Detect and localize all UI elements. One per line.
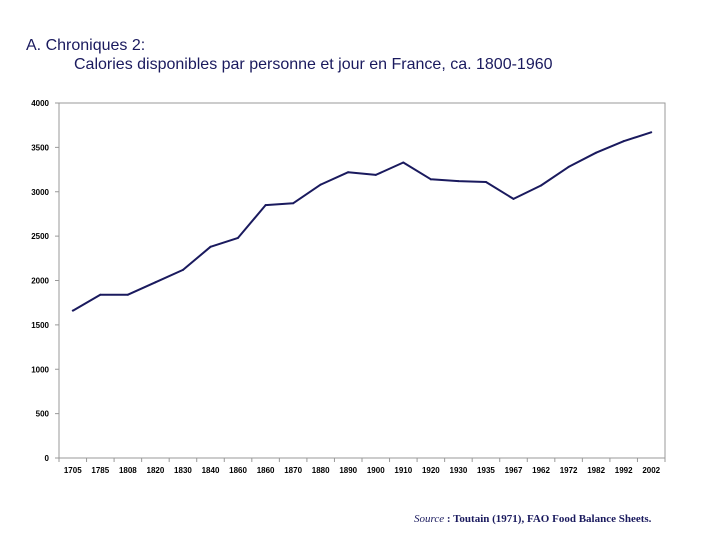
x-tick-label: 1982 [587,466,605,475]
source-label: Source [414,513,445,525]
x-tick-label: 1840 [202,466,220,475]
x-tick-label: 1900 [367,466,385,475]
data-point [429,178,432,181]
y-tick-label: 500 [36,410,50,419]
y-tick-label: 2000 [31,277,49,286]
y-tick-label: 3000 [31,188,49,197]
x-tick-label: 1705 [64,466,82,475]
x-tick-label: 1920 [422,466,440,475]
data-point [99,293,102,296]
series-line [72,131,652,312]
data-point [484,180,487,183]
y-tick-label: 3500 [31,143,49,152]
source-text: : Toutain (1971), FAO Food Balance Sheet… [444,513,652,525]
y-tick-label: 1500 [31,321,49,330]
x-tick-label: 1808 [119,466,137,475]
x-tick-label: 1820 [147,466,165,475]
data-point [374,173,377,176]
data-point [181,268,184,271]
data-point [264,204,267,207]
x-tick-label: 1992 [615,466,633,475]
data-point [457,180,460,183]
x-tick-label: 1972 [560,466,578,475]
data-point [154,281,157,284]
x-tick-label: 1962 [532,466,550,475]
data-point [71,309,74,312]
chart-title-prefix: A. Chroniques 2: [26,37,146,54]
data-point [292,202,295,205]
data-point [347,171,350,174]
y-tick-label: 1000 [31,365,49,374]
data-point [595,151,598,154]
y-tick-label: 2500 [31,232,49,241]
x-tick-label: 1860 [229,466,247,475]
y-tick-label: 4000 [31,99,49,108]
source-note: Source : Toutain (1971), FAO Food Balanc… [414,513,651,525]
chart-title: Calories disponibles par personne et jou… [74,56,553,73]
x-tick-label: 1930 [450,466,468,475]
data-point [650,131,653,134]
x-tick-label: 1890 [339,466,357,475]
x-tick-label: 2002 [642,466,660,475]
x-tick-label: 1910 [394,466,412,475]
plot-area-frame [58,102,666,459]
data-point [319,183,322,186]
y-tick-label: 0 [45,454,50,463]
x-tick-label: 1870 [284,466,302,475]
data-point [126,293,129,296]
x-tick-label: 1967 [505,466,523,475]
data-point [540,184,543,187]
data-point [209,245,212,248]
x-tick-label: 1880 [312,466,330,475]
x-tick-label: 1785 [91,466,109,475]
x-tick-label: 1830 [174,466,192,475]
data-point [567,165,570,168]
data-point [512,197,515,200]
data-point [622,140,625,143]
data-point [402,161,405,164]
x-tick-label: 1860 [257,466,275,475]
x-tick-label: 1935 [477,466,495,475]
data-point [237,236,240,239]
